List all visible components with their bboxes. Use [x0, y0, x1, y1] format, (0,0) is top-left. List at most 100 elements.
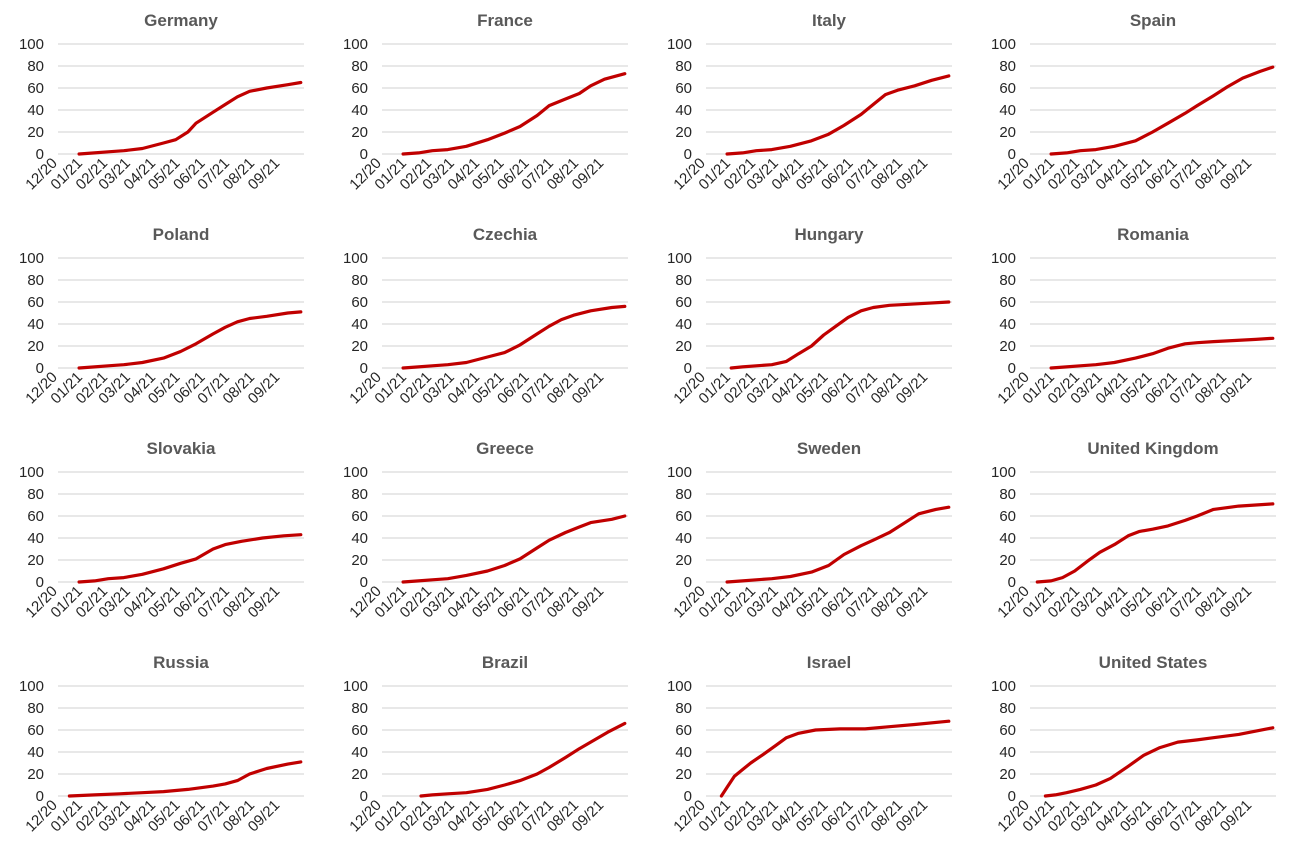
chart-title: France [477, 11, 533, 30]
y-tick-label: 40 [675, 744, 692, 761]
y-tick-label: 20 [675, 124, 692, 141]
y-tick-label: 40 [675, 530, 692, 547]
y-tick-label: 20 [999, 766, 1016, 783]
y-tick-label: 0 [360, 788, 368, 805]
series-line [1049, 65, 1275, 156]
chart-title: Italy [812, 11, 847, 30]
y-tick-label: 100 [991, 250, 1016, 267]
y-tick-label: 80 [27, 700, 44, 717]
y-tick-label: 100 [991, 678, 1016, 695]
y-tick-label: 60 [351, 294, 368, 311]
y-tick-label: 20 [27, 552, 44, 569]
y-tick-label: 80 [675, 486, 692, 503]
y-tick-label: 100 [991, 36, 1016, 53]
line-chart-russia: Russia02040608010012/2001/2102/2103/2104… [19, 653, 304, 835]
y-tick-label: 100 [991, 464, 1016, 481]
y-tick-label: 0 [36, 788, 44, 805]
chart-panel-sweden: Sweden 0 20 40 60 80 100 12/20 01/21 02/21 03/21 04… [648, 428, 968, 641]
line-chart-spain: Spain02040608010012/2001/2102/2103/2104/… [991, 11, 1276, 193]
series-line [1043, 726, 1275, 798]
y-tick-label: 20 [351, 766, 368, 783]
chart-panel-spain: Spain 0 20 40 60 80 100 12/20 01/21 02/21 03/21 04/… [972, 0, 1292, 213]
line-chart-hungary: Hungary02040608010012/2001/2102/2103/210… [667, 225, 952, 407]
y-tick-label: 0 [36, 146, 44, 163]
y-tick-label: 80 [675, 700, 692, 717]
chart-panel-poland: Poland 0 20 40 60 80 100 12/20 01/21 02/21 03/21 04… [0, 214, 320, 427]
y-tick-label: 40 [999, 316, 1016, 333]
y-tick-label: 100 [19, 250, 44, 267]
line-chart-italy: Italy02040608010012/2001/2102/2103/2104/… [667, 11, 952, 193]
y-tick-label: 0 [1008, 360, 1016, 377]
y-tick-label: 60 [999, 80, 1016, 97]
y-tick-label: 60 [999, 722, 1016, 739]
chart-panel-slovakia: Slovakia 0 20 40 60 80 100 12/20 01/21 02/21 03/21… [0, 428, 320, 641]
series-line [1035, 502, 1275, 584]
line-chart-france: France02040608010012/2001/2102/2103/2104… [343, 11, 628, 193]
y-tick-label: 40 [27, 530, 44, 547]
y-tick-label: 20 [999, 338, 1016, 355]
y-tick-label: 80 [351, 58, 368, 75]
y-tick-label: 0 [684, 360, 692, 377]
series-line [77, 533, 303, 584]
y-tick-label: 40 [351, 530, 368, 547]
chart-title: Brazil [482, 653, 528, 672]
y-tick-label: 20 [999, 124, 1016, 141]
chart-title: Russia [153, 653, 209, 672]
chart-title: Israel [807, 653, 851, 672]
y-tick-label: 40 [27, 102, 44, 119]
y-tick-label: 60 [27, 294, 44, 311]
y-tick-label: 0 [684, 788, 692, 805]
y-tick-label: 40 [27, 744, 44, 761]
line-chart-sweden: Sweden02040608010012/2001/2102/2103/2104… [667, 439, 952, 621]
series-line [729, 300, 951, 370]
line-chart-united-kingdom: United Kingdom02040608010012/2001/2102/2… [991, 439, 1276, 621]
chart-title: United Kingdom [1087, 439, 1218, 458]
y-tick-label: 60 [675, 80, 692, 97]
chart-panel-romania: Romania 0 20 40 60 80 100 12/20 01/21 02/21 03/21 0… [972, 214, 1292, 427]
y-tick-label: 60 [675, 722, 692, 739]
y-tick-label: 60 [351, 508, 368, 525]
chart-title: Greece [476, 439, 534, 458]
y-tick-label: 80 [351, 700, 368, 717]
y-tick-label: 80 [27, 486, 44, 503]
chart-title: Germany [144, 11, 218, 30]
y-tick-label: 100 [667, 250, 692, 267]
y-tick-label: 40 [675, 316, 692, 333]
y-tick-label: 40 [27, 316, 44, 333]
y-tick-label: 40 [999, 530, 1016, 547]
y-tick-label: 80 [351, 272, 368, 289]
y-tick-label: 20 [27, 766, 44, 783]
chart-title: Hungary [795, 225, 865, 244]
chart-panel-germany: Germany 0 20 40 60 80 100 12/20 01/21 02/21 03/21 0… [0, 0, 320, 213]
series-line [725, 505, 951, 584]
y-tick-label: 100 [667, 678, 692, 695]
y-tick-label: 100 [343, 464, 368, 481]
line-chart-romania: Romania02040608010012/2001/2102/2103/210… [991, 225, 1276, 407]
y-tick-label: 80 [27, 272, 44, 289]
y-tick-label: 40 [999, 102, 1016, 119]
chart-title: Romania [1117, 225, 1189, 244]
chart-title: United States [1099, 653, 1208, 672]
y-tick-label: 40 [351, 102, 368, 119]
y-tick-label: 20 [999, 552, 1016, 569]
y-tick-label: 40 [999, 744, 1016, 761]
y-tick-label: 60 [999, 294, 1016, 311]
series-line [77, 310, 303, 370]
y-tick-label: 100 [19, 678, 44, 695]
y-tick-label: 80 [999, 58, 1016, 75]
y-tick-label: 0 [360, 146, 368, 163]
y-tick-label: 0 [360, 360, 368, 377]
line-chart-brazil: Brazil02040608010012/2001/2102/2103/2104… [343, 653, 628, 835]
series-line [401, 514, 627, 584]
chart-panel-italy: Italy 0 20 40 60 80 100 12/20 01/21 02/21 03/21 04/… [648, 0, 968, 213]
chart-panel-greece: Greece 0 20 40 60 80 100 12/20 01/21 02/21 03/21 04… [324, 428, 644, 641]
y-tick-label: 80 [999, 486, 1016, 503]
y-tick-label: 20 [351, 124, 368, 141]
y-tick-label: 20 [27, 338, 44, 355]
y-tick-label: 100 [667, 36, 692, 53]
line-chart-poland: Poland02040608010012/2001/2102/2103/2104… [19, 225, 304, 407]
y-tick-label: 0 [1008, 146, 1016, 163]
y-tick-label: 0 [684, 574, 692, 591]
chart-title: Spain [1130, 11, 1176, 30]
y-tick-label: 20 [675, 766, 692, 783]
